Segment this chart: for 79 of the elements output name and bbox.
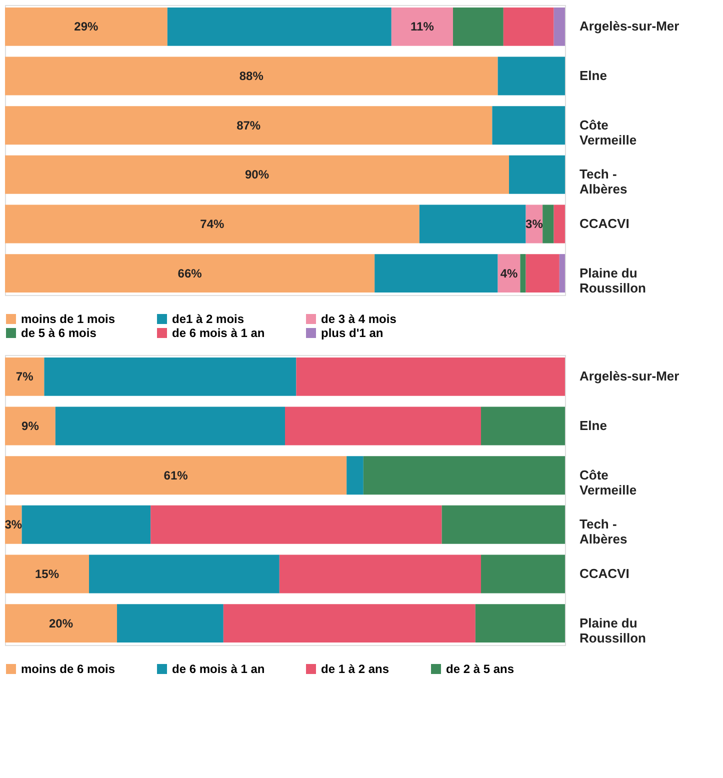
bar <box>150 505 442 544</box>
data-label: 11% <box>410 20 434 34</box>
bar <box>5 254 375 293</box>
y-tick-label: Plaine du Roussillon <box>580 265 646 296</box>
bar <box>503 7 554 46</box>
legend-label: de 5 à 6 mois <box>21 326 97 340</box>
bar <box>5 7 168 46</box>
bar <box>481 554 565 594</box>
data-label: 29% <box>74 20 99 34</box>
bar <box>526 254 560 293</box>
bar <box>391 7 453 46</box>
bar <box>5 357 44 396</box>
data-label: 4% <box>500 266 518 280</box>
bar <box>498 56 565 96</box>
bar <box>223 604 476 643</box>
legend-label: de 3 à 4 mois <box>321 312 397 326</box>
bar <box>481 406 565 446</box>
bar <box>559 254 565 293</box>
bar <box>374 254 498 293</box>
bar <box>55 406 285 446</box>
bar <box>5 554 89 594</box>
y-tick-label: CCACVI <box>580 566 630 581</box>
data-label: 61% <box>164 468 188 482</box>
data-label: 20% <box>48 616 74 630</box>
bar <box>5 56 498 96</box>
y-tick-label: Côte Vermeille <box>580 467 637 498</box>
bar <box>89 554 280 594</box>
bar <box>279 554 481 594</box>
legend-label: moins de 6 mois <box>21 662 116 676</box>
bar <box>346 456 364 495</box>
legend-label: plus d'1 an <box>321 326 384 340</box>
bar <box>520 254 526 293</box>
bar <box>554 7 565 46</box>
legend-label: de1 à 2 mois <box>172 312 244 326</box>
data-label: 74% <box>200 216 225 231</box>
legend-label: de 6 mois à 1 an <box>172 326 265 340</box>
y-tick-label: Plaine du Roussillon <box>580 615 646 646</box>
bar <box>419 204 526 244</box>
bar <box>363 456 565 495</box>
y-tick-label: CCACVI <box>580 216 630 231</box>
legend-label: de 1 à 2 ans <box>321 662 390 676</box>
y-tick-label: Tech - Albères <box>580 516 628 547</box>
legend-label: de 2 à 5 ans <box>446 662 514 676</box>
data-label: 9% <box>22 419 40 434</box>
bar <box>5 204 420 244</box>
bar <box>492 106 565 145</box>
y-tick-label: Argelès-sur-Mer <box>580 18 680 34</box>
data-label: 87% <box>236 118 261 132</box>
y-tick-label: Argelès-sur-Mer <box>580 368 680 384</box>
y-tick-label: Côte Vermeille <box>580 117 637 148</box>
bar <box>5 456 347 495</box>
bar <box>442 505 565 544</box>
bar <box>5 604 117 643</box>
bar <box>475 604 565 643</box>
data-label: 7% <box>16 370 34 384</box>
bar <box>117 604 224 643</box>
bar <box>509 155 565 194</box>
data-label: 15% <box>34 566 60 581</box>
bar <box>296 357 565 396</box>
data-label: 88% <box>239 69 264 84</box>
bar <box>22 505 151 544</box>
data-label: 3% <box>526 216 544 231</box>
data-label: 3% <box>4 518 22 532</box>
legend-label: de 6 mois à 1 an <box>172 662 265 676</box>
bar <box>5 155 509 194</box>
data-label: 66% <box>178 266 202 280</box>
bar <box>167 7 392 46</box>
bar <box>453 7 504 46</box>
data-label: 90% <box>244 168 270 182</box>
bar <box>5 406 56 446</box>
bar <box>44 357 296 396</box>
y-tick-label: Elne <box>580 418 607 434</box>
legend-label: moins de 1 mois <box>21 312 116 326</box>
y-tick-label: Tech - Albères <box>580 166 628 197</box>
bar <box>5 106 492 145</box>
bar <box>554 204 565 244</box>
y-tick-label: Elne <box>580 68 607 84</box>
bar <box>285 406 481 446</box>
bar <box>542 204 554 244</box>
